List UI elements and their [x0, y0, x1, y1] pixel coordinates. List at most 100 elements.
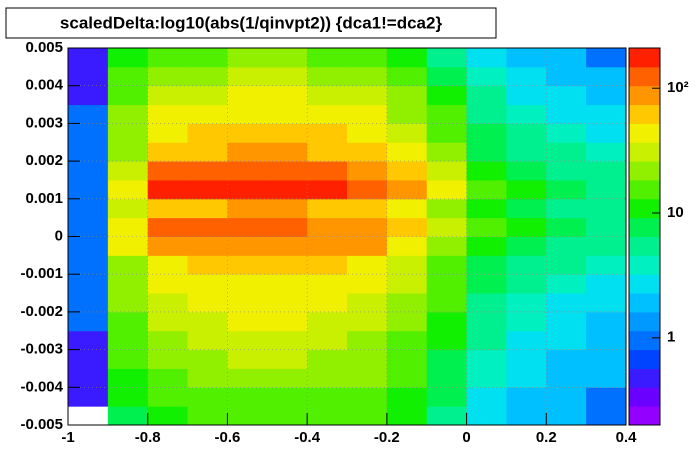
- y-tick-label: 0: [55, 227, 63, 244]
- heat-cell: [187, 349, 228, 369]
- palette-box: [629, 368, 660, 388]
- heat-cell: [187, 217, 228, 237]
- x-tick-label: 0.4: [616, 429, 638, 446]
- heat-cell: [147, 66, 189, 87]
- palette-box: [629, 236, 660, 256]
- heat-cell: [466, 123, 507, 143]
- heat-cell: [227, 66, 268, 87]
- palette-box: [629, 48, 660, 68]
- heat-cell: [386, 387, 428, 407]
- heat-cell: [546, 66, 587, 87]
- heat-cell: [227, 104, 268, 124]
- heat-cell: [426, 311, 468, 332]
- heat-cell: [147, 293, 189, 313]
- y-tick-label: 0.004: [25, 77, 63, 94]
- y-tick-label: 0.003: [25, 114, 63, 131]
- heat-cell: [506, 85, 547, 106]
- heat-cell: [147, 161, 189, 181]
- heat-cell: [227, 387, 268, 407]
- heat-cell: [227, 123, 268, 143]
- palette-box: [629, 293, 660, 313]
- heat-cell: [68, 179, 109, 200]
- heat-cell: [147, 104, 189, 124]
- heat-cell: [546, 255, 587, 275]
- heat-cell: [347, 387, 388, 407]
- heat-cell: [187, 85, 228, 106]
- heat-cell: [466, 293, 507, 313]
- heat-cell: [147, 179, 189, 200]
- heat-cell: [347, 236, 388, 256]
- heat-cell: [347, 349, 388, 369]
- heat-cell: [267, 198, 308, 219]
- heat-cell: [68, 349, 109, 369]
- heat-cell: [426, 48, 468, 68]
- heat-cell: [187, 161, 228, 181]
- heat-cell: [227, 311, 268, 332]
- heat-cell: [506, 255, 547, 275]
- heat-cell: [546, 330, 587, 351]
- heat-cell: [586, 142, 627, 162]
- heat-cell: [307, 236, 348, 256]
- heat-cell: [267, 104, 308, 124]
- heat-cell: [347, 255, 388, 275]
- heat-cell: [347, 66, 388, 87]
- heat-cell: [426, 161, 468, 181]
- heat-cell: [227, 179, 268, 200]
- heat-cell: [386, 236, 428, 256]
- heat-cell: [506, 387, 547, 407]
- heat-cell: [107, 236, 149, 256]
- y-tick-label: 0.001: [25, 190, 63, 207]
- heat-cell: [147, 274, 189, 294]
- heat-cell: [307, 198, 348, 219]
- heat-cell: [307, 161, 348, 181]
- heat-cell: [267, 161, 308, 181]
- heat-cell: [426, 217, 468, 237]
- heat-cell: [506, 161, 547, 181]
- heat-cell: [386, 255, 428, 275]
- palette-box: [629, 66, 660, 87]
- heat-cell: [546, 48, 587, 68]
- palette-box: [629, 179, 660, 200]
- heat-cell: [267, 48, 308, 68]
- heat-cell: [466, 142, 507, 162]
- heat-cell: [147, 387, 189, 407]
- heat-cell: [307, 123, 348, 143]
- heat-cell: [227, 406, 268, 426]
- heat-cell: [347, 104, 388, 124]
- heat-cell: [107, 104, 149, 124]
- heat-cell: [147, 85, 189, 106]
- heat-cell: [307, 330, 348, 351]
- heat-cell: [187, 387, 228, 407]
- heat-cell: [506, 406, 547, 426]
- heat-cell: [307, 349, 348, 369]
- heat-cell: [586, 311, 627, 332]
- heat-cell: [68, 236, 109, 256]
- heat-cell: [267, 217, 308, 237]
- heat-cell: [187, 368, 228, 388]
- heat-cell: [506, 293, 547, 313]
- heat-cell: [386, 330, 428, 351]
- heat-cell: [586, 368, 627, 388]
- heat-cell: [586, 387, 627, 407]
- heat-cell: [426, 85, 468, 106]
- heat-cell: [307, 66, 348, 87]
- heat-cell: [347, 142, 388, 162]
- heat-cell: [347, 368, 388, 388]
- palette-box: [629, 142, 660, 162]
- heat-cell: [147, 330, 189, 351]
- heat-cell: [386, 66, 428, 87]
- heat-cell: [227, 255, 268, 275]
- heatmap: [68, 48, 627, 426]
- heat-cell: [466, 85, 507, 106]
- palette-box: [629, 330, 660, 351]
- heat-cell: [386, 179, 428, 200]
- heat-cell: [107, 161, 149, 181]
- heat-cell: [347, 198, 388, 219]
- heat-cell: [386, 349, 428, 369]
- x-tick-label: -1: [61, 429, 74, 446]
- heat-cell: [107, 179, 149, 200]
- heat-cell: [68, 85, 109, 106]
- heat-cell: [466, 217, 507, 237]
- heat-cell: [586, 406, 627, 426]
- heat-cell: [586, 274, 627, 294]
